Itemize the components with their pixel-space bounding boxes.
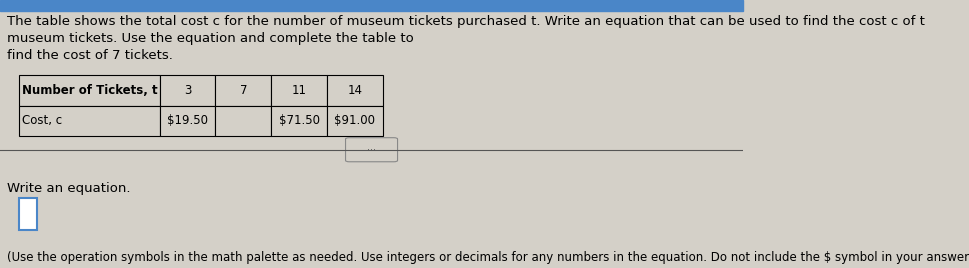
Text: The table shows the total cost c for the number of museum tickets purchased t. W: The table shows the total cost c for the… — [8, 15, 925, 62]
Bar — [327, 106, 383, 136]
Bar — [327, 75, 383, 106]
Bar — [271, 75, 327, 106]
Bar — [271, 106, 327, 136]
Text: (Use the operation symbols in the math palette as needed. Use integers or decima: (Use the operation symbols in the math p… — [8, 251, 969, 264]
Bar — [160, 106, 215, 136]
Bar — [0, 0, 743, 11]
Bar — [18, 198, 37, 230]
Text: 7: 7 — [239, 84, 247, 97]
Text: 3: 3 — [184, 84, 191, 97]
Text: $19.50: $19.50 — [167, 114, 208, 128]
Bar — [160, 75, 215, 106]
Text: $71.50: $71.50 — [279, 114, 320, 128]
FancyBboxPatch shape — [346, 138, 397, 162]
Text: ···: ··· — [367, 145, 376, 155]
Text: 11: 11 — [292, 84, 306, 97]
Bar — [18, 75, 160, 106]
Bar — [18, 106, 160, 136]
Text: Cost, c: Cost, c — [22, 114, 62, 128]
Text: Write an equation.: Write an equation. — [8, 182, 131, 195]
Text: $91.00: $91.00 — [334, 114, 375, 128]
Text: Number of Tickets, t: Number of Tickets, t — [22, 84, 158, 97]
Bar — [215, 75, 271, 106]
Bar — [215, 106, 271, 136]
Text: 14: 14 — [347, 84, 362, 97]
